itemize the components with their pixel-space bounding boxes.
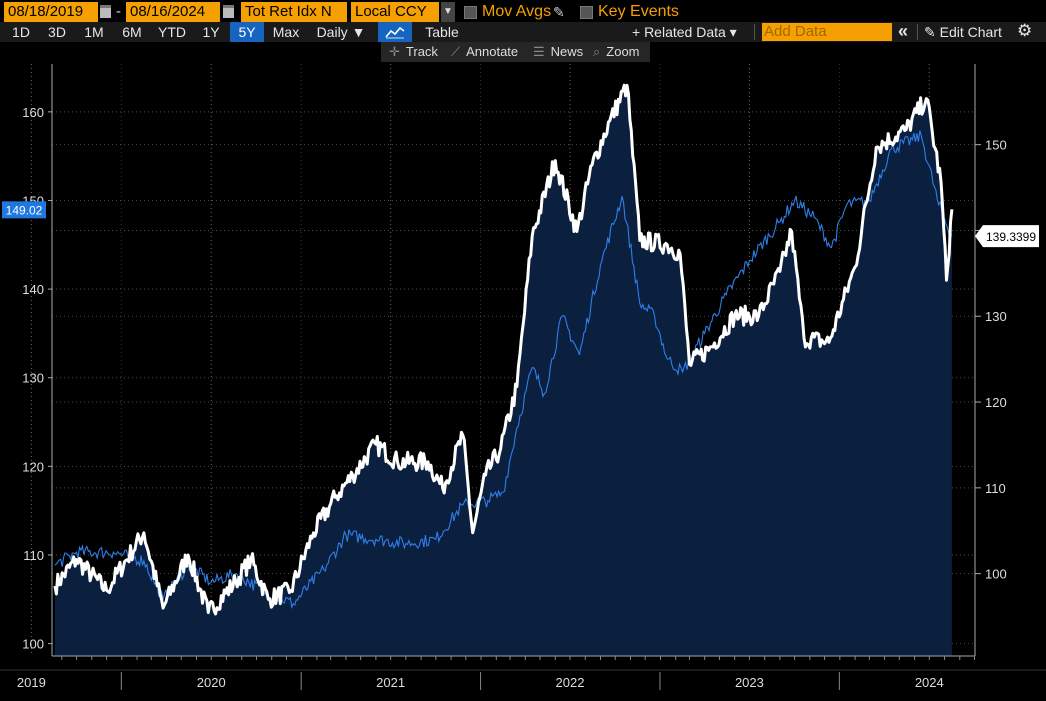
range-1d[interactable]: 1D <box>12 24 30 40</box>
last-value-tag-right <box>975 225 1039 248</box>
right-tick-label: 100 <box>985 567 1007 582</box>
x-tick-label: 2020 <box>197 675 226 690</box>
left-tick-label: 120 <box>22 459 44 474</box>
zoom-icon: ⌕ <box>593 44 601 59</box>
key-events-checkbox[interactable] <box>580 6 593 19</box>
range-ytd[interactable]: YTD <box>158 24 186 40</box>
right-tick-label: 120 <box>985 395 1007 410</box>
zoom-label: Zoom <box>606 44 640 59</box>
x-tick-label: 2023 <box>735 675 764 690</box>
edit-chart-button[interactable]: ✎ Edit Chart <box>924 22 1002 42</box>
crosshair-icon: ✛ <box>389 44 400 59</box>
last-value-left: 149.02 <box>6 203 43 217</box>
news-tool[interactable]: ☰ News <box>533 42 583 62</box>
annotate-icon: ⟋ <box>451 44 461 59</box>
x-tick-label: 2021 <box>376 675 405 690</box>
x-tick-label: 2022 <box>556 675 585 690</box>
date-separator: - <box>116 3 121 20</box>
right-tick-label: 150 <box>985 138 1007 153</box>
x-tick-label: 2024 <box>915 675 944 690</box>
news-label: News <box>550 44 584 59</box>
line-chart-icon[interactable] <box>378 22 412 42</box>
calendar-icon[interactable] <box>223 5 234 18</box>
track-tool[interactable]: ✛ Track <box>389 42 438 62</box>
edit-chart-label: Edit Chart <box>939 24 1002 40</box>
zoom-tool[interactable]: ⌕ Zoom <box>593 42 640 62</box>
chevron-down-icon[interactable]: ▼ <box>441 2 455 22</box>
start-date-field[interactable]: 08/18/2019 <box>4 2 98 22</box>
left-tick-label: 100 <box>22 637 44 652</box>
divider <box>754 24 755 40</box>
series-area <box>54 85 952 656</box>
left-tick-label: 160 <box>22 105 44 120</box>
series-line-white <box>53 83 954 616</box>
key-events-label[interactable]: Key Events <box>598 3 679 20</box>
range-3d[interactable]: 3D <box>48 24 66 40</box>
left-tick-label: 110 <box>23 548 44 563</box>
range-max[interactable]: Max <box>272 24 300 40</box>
left-tick-label: 130 <box>22 371 44 386</box>
right-tick-label: 130 <box>985 309 1007 324</box>
mov-avgs-label[interactable]: Mov Avgs <box>482 3 552 20</box>
range-1y[interactable]: 1Y <box>202 24 220 40</box>
divider <box>917 24 918 40</box>
x-tick-label: 2019 <box>17 675 46 690</box>
end-date-field[interactable]: 08/16/2024 <box>126 2 220 22</box>
last-value-right: 139.3399 <box>986 230 1036 244</box>
currency-select[interactable]: Local CCY <box>351 2 439 22</box>
calendar-icon[interactable] <box>100 5 111 18</box>
left-tick-label: 140 <box>22 282 44 297</box>
collapse-icon[interactable]: « <box>898 21 909 41</box>
frequency-select[interactable]: Daily ▼ <box>316 24 366 40</box>
gear-icon[interactable]: ⚙ <box>1017 21 1033 40</box>
table-tab[interactable]: Table <box>425 24 459 40</box>
track-label: Track <box>405 44 438 59</box>
annotate-tool[interactable]: ⟋ Annotate <box>451 42 518 62</box>
chart-tools: ✛ Track ⟋ Annotate ☰ News ⌕ Zoom <box>381 42 650 62</box>
mov-avgs-checkbox[interactable] <box>464 6 477 19</box>
field-select[interactable]: Tot Ret Idx N <box>241 2 347 22</box>
range-6m[interactable]: 6M <box>122 24 142 40</box>
pencil-icon[interactable]: ✎ <box>553 4 565 20</box>
area-fill <box>54 85 952 656</box>
axes <box>0 64 1046 690</box>
series-line-blue <box>54 130 953 610</box>
series-lines <box>53 83 954 616</box>
right-tick-label: 110 <box>985 481 1006 496</box>
add-data-input[interactable]: Add Data <box>762 23 892 41</box>
pencil-icon: ✎ <box>924 24 940 40</box>
range-5y[interactable]: 5Y <box>230 22 264 42</box>
range-1m[interactable]: 1M <box>84 24 104 40</box>
axis-labels: 1001101201301401501601001101201301401502… <box>2 105 1039 690</box>
news-icon: ☰ <box>533 44 545 59</box>
last-value-tag-left <box>2 201 46 219</box>
related-data-button[interactable]: + Related Data ▾ <box>632 24 737 40</box>
annotate-label: Annotate <box>466 44 519 59</box>
